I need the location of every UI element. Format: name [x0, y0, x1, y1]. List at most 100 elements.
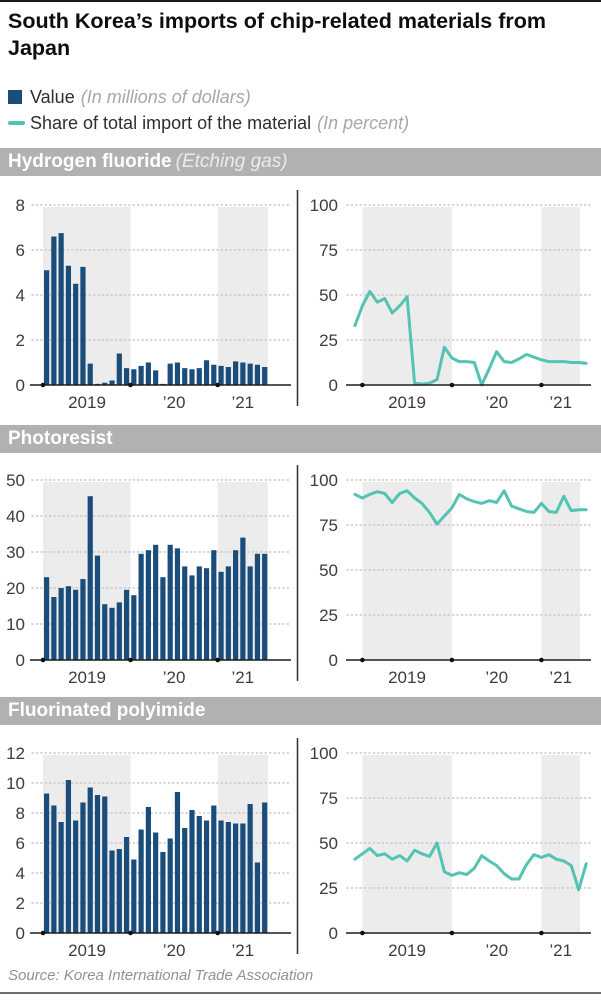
year-tick [215, 930, 220, 936]
x-tick-label: 2019 [388, 941, 426, 960]
y-tick-label: 4 [16, 286, 25, 305]
y-tick-label: 4 [16, 864, 25, 883]
y-tick-label: 25 [319, 331, 338, 350]
x-tick-label: 2019 [68, 393, 106, 412]
y-tick-label: 0 [16, 651, 25, 670]
section-title: Fluorinated polyimide [8, 700, 206, 721]
y-tick-label: 10 [6, 774, 25, 793]
y-tick-label: 30 [6, 543, 25, 562]
fluorinated-polyimide-charts: 0 2 4 6 8 10 12 0 25 50 75 100 2019 2019 ’20 ’20 ’21 ’21 [0, 728, 601, 968]
y-tick-label: 20 [6, 579, 25, 598]
y-tick-label: 10 [6, 615, 25, 634]
x-tick-label: ’21 [549, 941, 572, 960]
top-rule [0, 0, 601, 2]
year-tick [449, 930, 455, 936]
y-tick-label: 8 [16, 196, 25, 215]
value-bar-swatch-icon [8, 90, 22, 104]
y-tick-label: 2 [16, 894, 25, 913]
section-header-fluorinated-polyimide: Fluorinated polyimide [0, 697, 601, 725]
y-tick-label: 100 [310, 196, 338, 215]
y-tick-label: 40 [6, 507, 25, 526]
y-tick-label: 0 [329, 376, 338, 395]
hydrogen-fluoride-share [353, 289, 588, 387]
hydrogen-fluoride-chart-pair: 0 2 4 6 8 0 25 50 75 100 2019 2019 ’20 ’20 ’21 ’21 [16, 190, 592, 412]
y-tick-label: 25 [319, 879, 338, 898]
year-band [541, 755, 580, 932]
fluorinated-polyimide-value [44, 780, 268, 933]
section-header-photoresist: Photoresist [0, 425, 601, 453]
y-tick-label: 0 [16, 924, 25, 943]
x-tick-label: ’21 [231, 941, 254, 960]
x-tick-label: ’20 [485, 393, 508, 412]
bottom-rule [0, 992, 601, 994]
y-tick-label: 75 [319, 241, 338, 260]
section-title: Hydrogen fluoride [8, 151, 172, 172]
y-tick-label: 50 [319, 286, 338, 305]
y-tick-label: 75 [319, 789, 338, 808]
year-band [362, 482, 452, 659]
y-tick-label: 100 [310, 744, 338, 763]
x-tick-label: ’21 [231, 668, 254, 687]
y-tick-label: 50 [319, 834, 338, 853]
hydrogen-fluoride-value [44, 233, 268, 386]
x-tick-label: ’21 [549, 393, 572, 412]
legend-value-label: Value [30, 86, 75, 107]
fluorinated-polyimide-chart-pair: 0 2 4 6 8 10 12 0 25 50 75 100 2019 2019 ’20 ’20 ’21 ’21 [6, 738, 592, 960]
year-tick [128, 382, 133, 388]
year-tick [40, 930, 46, 936]
source-note: Source: Korea International Trade Associ… [8, 967, 314, 984]
x-tick-label: ’21 [231, 393, 254, 412]
year-tick [215, 657, 220, 663]
year-tick [128, 930, 133, 936]
share-line-swatch-icon [8, 121, 25, 125]
year-tick [215, 382, 220, 388]
year-tick [539, 930, 544, 936]
photoresist-share [353, 489, 588, 526]
y-tick-label: 0 [329, 924, 338, 943]
y-tick-label: 2 [16, 331, 25, 350]
photoresist-value [44, 496, 268, 660]
x-tick-label: ’20 [485, 668, 508, 687]
x-tick-label: 2019 [388, 393, 426, 412]
x-tick-label: ’20 [485, 941, 508, 960]
year-tick [360, 382, 365, 388]
section-subtitle: (Etching gas) [175, 151, 288, 172]
year-band [541, 207, 580, 384]
photoresist-chart-pair: 0 10 20 30 40 50 0 25 50 75 100 2019 2019 ’20 ’20 ’21 ’2… [6, 465, 592, 687]
legend: Value (In millions of dollars) Share of … [8, 84, 409, 136]
legend-item-value: Value (In millions of dollars) [8, 84, 409, 110]
legend-share-label: Share of total import of the material [30, 112, 312, 133]
y-tick-label: 50 [6, 471, 25, 490]
photoresist-charts: 0 10 20 30 40 50 0 25 50 75 100 2019 2019 ’20 ’20 ’21 ’2… [0, 455, 601, 695]
y-tick-label: 25 [319, 606, 338, 625]
year-tick [539, 382, 544, 388]
x-tick-label: 2019 [388, 668, 426, 687]
hydrogen-fluoride-charts: 0 2 4 6 8 0 25 50 75 100 2019 2019 ’20 ’20 ’21 ’21 [0, 180, 601, 420]
year-tick [128, 657, 133, 663]
legend-item-share: Share of total import of the material (I… [8, 110, 409, 136]
y-tick-label: 0 [16, 376, 25, 395]
y-tick-label: 75 [319, 516, 338, 535]
x-tick-label: ’21 [549, 668, 572, 687]
x-tick-label: ’20 [163, 668, 186, 687]
y-tick-label: 50 [319, 561, 338, 580]
y-tick-label: 6 [16, 834, 25, 853]
year-tick [40, 382, 46, 388]
year-tick [449, 657, 455, 663]
year-band [43, 482, 131, 659]
x-tick-label: 2019 [68, 941, 106, 960]
figure-title: South Korea’s imports of chip-related ma… [8, 9, 547, 60]
x-tick-label: ’20 [163, 393, 186, 412]
x-tick-label: ’20 [163, 941, 186, 960]
legend-share-note: (In percent) [317, 112, 410, 133]
legend-value-note: (In millions of dollars) [80, 86, 251, 107]
section-header-hydrogen-fluoride: Hydrogen fluoride (Etching gas) [0, 148, 601, 176]
x-tick-label: 2019 [68, 668, 106, 687]
year-tick [539, 657, 544, 663]
y-tick-label: 8 [16, 804, 25, 823]
year-tick [449, 382, 455, 388]
year-tick [360, 930, 365, 936]
year-tick [360, 657, 365, 663]
fluorinated-polyimide-share [353, 841, 588, 892]
